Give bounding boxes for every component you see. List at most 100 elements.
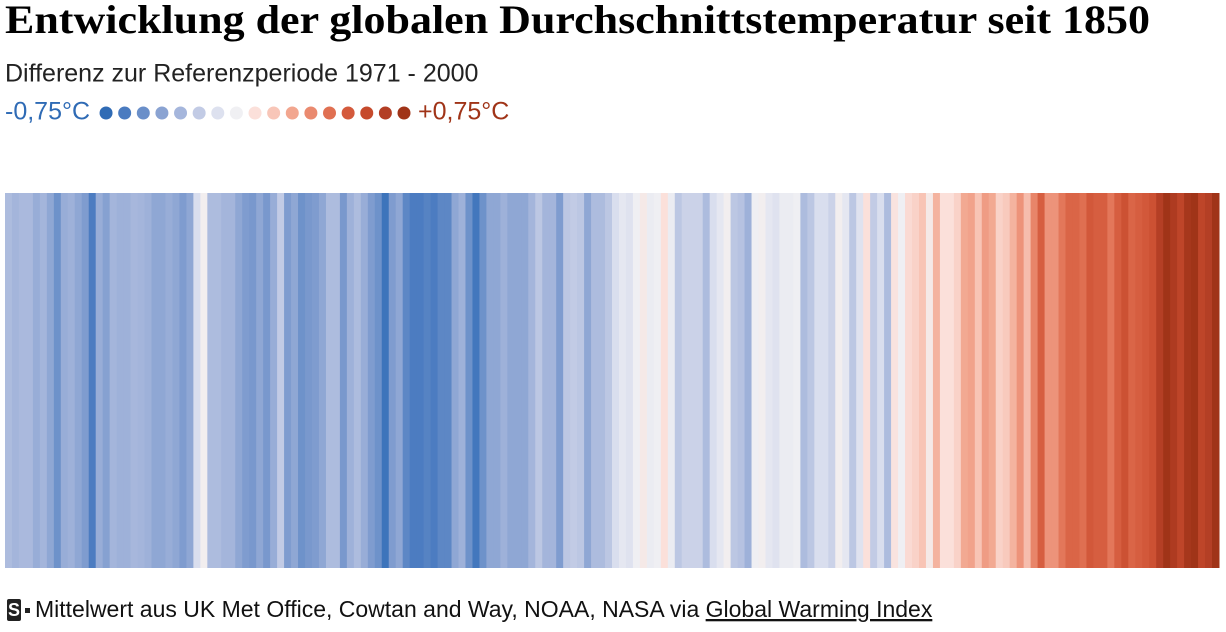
- stripe: [674, 193, 683, 568]
- logo: S: [8, 600, 20, 620]
- logo-dot: [25, 608, 30, 613]
- stripe: [605, 193, 613, 568]
- stripe: [695, 193, 704, 568]
- stripe: [570, 193, 578, 568]
- source-link[interactable]: Global Warming Index: [706, 596, 933, 622]
- stripe: [807, 193, 815, 568]
- stripe: [374, 193, 383, 568]
- stripe: [1016, 193, 1025, 568]
- legend-dot: [304, 106, 318, 120]
- stripe: [353, 193, 362, 568]
- stripe: [870, 193, 878, 568]
- stripe: [556, 193, 564, 568]
- stripe: [256, 193, 264, 568]
- stripe: [200, 193, 208, 568]
- stripe: [339, 193, 348, 568]
- stripe: [863, 193, 871, 568]
- stripe: [625, 193, 634, 568]
- stripe: [1030, 193, 1039, 568]
- stripe: [451, 193, 460, 568]
- stripe: [1191, 193, 1199, 568]
- stripe: [228, 193, 236, 568]
- stripe: [1205, 193, 1213, 568]
- legend-dot: [118, 106, 132, 120]
- stripe: [39, 193, 48, 568]
- stripe: [95, 193, 104, 568]
- stripe: [409, 193, 418, 568]
- legend-min-label: -0,75°C: [5, 98, 90, 126]
- stripe: [1058, 193, 1067, 568]
- stripe: [298, 193, 306, 568]
- stripe: [821, 193, 829, 568]
- stripe: [179, 193, 187, 568]
- stripe: [988, 193, 997, 568]
- stripe: [981, 193, 990, 568]
- stripe: [1156, 193, 1164, 568]
- chart-title: Entwicklung der globalen Durchschnittste…: [5, 0, 1150, 42]
- stripe: [1009, 193, 1018, 568]
- stripe: [18, 193, 27, 568]
- stripe: [1128, 193, 1136, 568]
- stripe: [346, 193, 355, 568]
- stripe: [918, 193, 927, 568]
- stripe: [856, 193, 864, 568]
- stripe: [291, 193, 299, 568]
- legend-max-label: +0,75°C: [418, 98, 509, 126]
- stripe: [311, 193, 320, 568]
- stripe: [305, 193, 313, 568]
- stripe: [542, 193, 550, 568]
- legend-dot: [248, 106, 262, 120]
- stripe: [646, 193, 655, 568]
- stripe: [612, 193, 620, 568]
- legend-dot: [267, 106, 281, 120]
- stripe: [472, 193, 480, 568]
- stripe: [960, 193, 969, 568]
- stripe: [1163, 193, 1171, 568]
- legend-dot: [341, 106, 355, 120]
- stripe: [514, 193, 522, 568]
- legend-dot: [136, 106, 150, 120]
- stripe: [284, 193, 292, 568]
- stripe: [912, 193, 920, 568]
- stripe: [528, 193, 536, 568]
- stripe: [130, 193, 139, 568]
- stripe: [151, 193, 159, 568]
- logo-box: [7, 599, 21, 621]
- stripe: [577, 193, 585, 568]
- stripe: [1079, 193, 1087, 568]
- stripe: [486, 193, 494, 568]
- stripe: [46, 193, 55, 568]
- stripe: [584, 193, 592, 568]
- stripe: [723, 193, 732, 568]
- stripe: [88, 193, 97, 568]
- stripe: [437, 193, 446, 568]
- stripe: [898, 193, 906, 568]
- stripe: [925, 193, 934, 568]
- legend-dot: [229, 106, 243, 120]
- stripe: [786, 193, 794, 568]
- legend-dot: [155, 106, 169, 120]
- stripe: [632, 193, 641, 568]
- stripe: [1177, 193, 1185, 568]
- stripe: [1107, 193, 1115, 568]
- stripe: [702, 193, 711, 568]
- stripe: [800, 193, 808, 568]
- stripe: [430, 193, 439, 568]
- stripe: [779, 193, 787, 568]
- stripe: [974, 193, 983, 568]
- legend-dot: [174, 106, 188, 120]
- stripe: [388, 193, 397, 568]
- stripe: [318, 193, 327, 568]
- stripe: [332, 193, 341, 568]
- stripe: [235, 193, 243, 568]
- legend-dot: [192, 106, 206, 120]
- stripe: [1023, 193, 1032, 568]
- stripe: [207, 193, 215, 568]
- stripe: [5, 193, 13, 568]
- stripe: [172, 193, 180, 568]
- stripe: [81, 193, 90, 568]
- stripe: [709, 193, 718, 568]
- stripe: [953, 193, 962, 568]
- stripe: [1184, 193, 1192, 568]
